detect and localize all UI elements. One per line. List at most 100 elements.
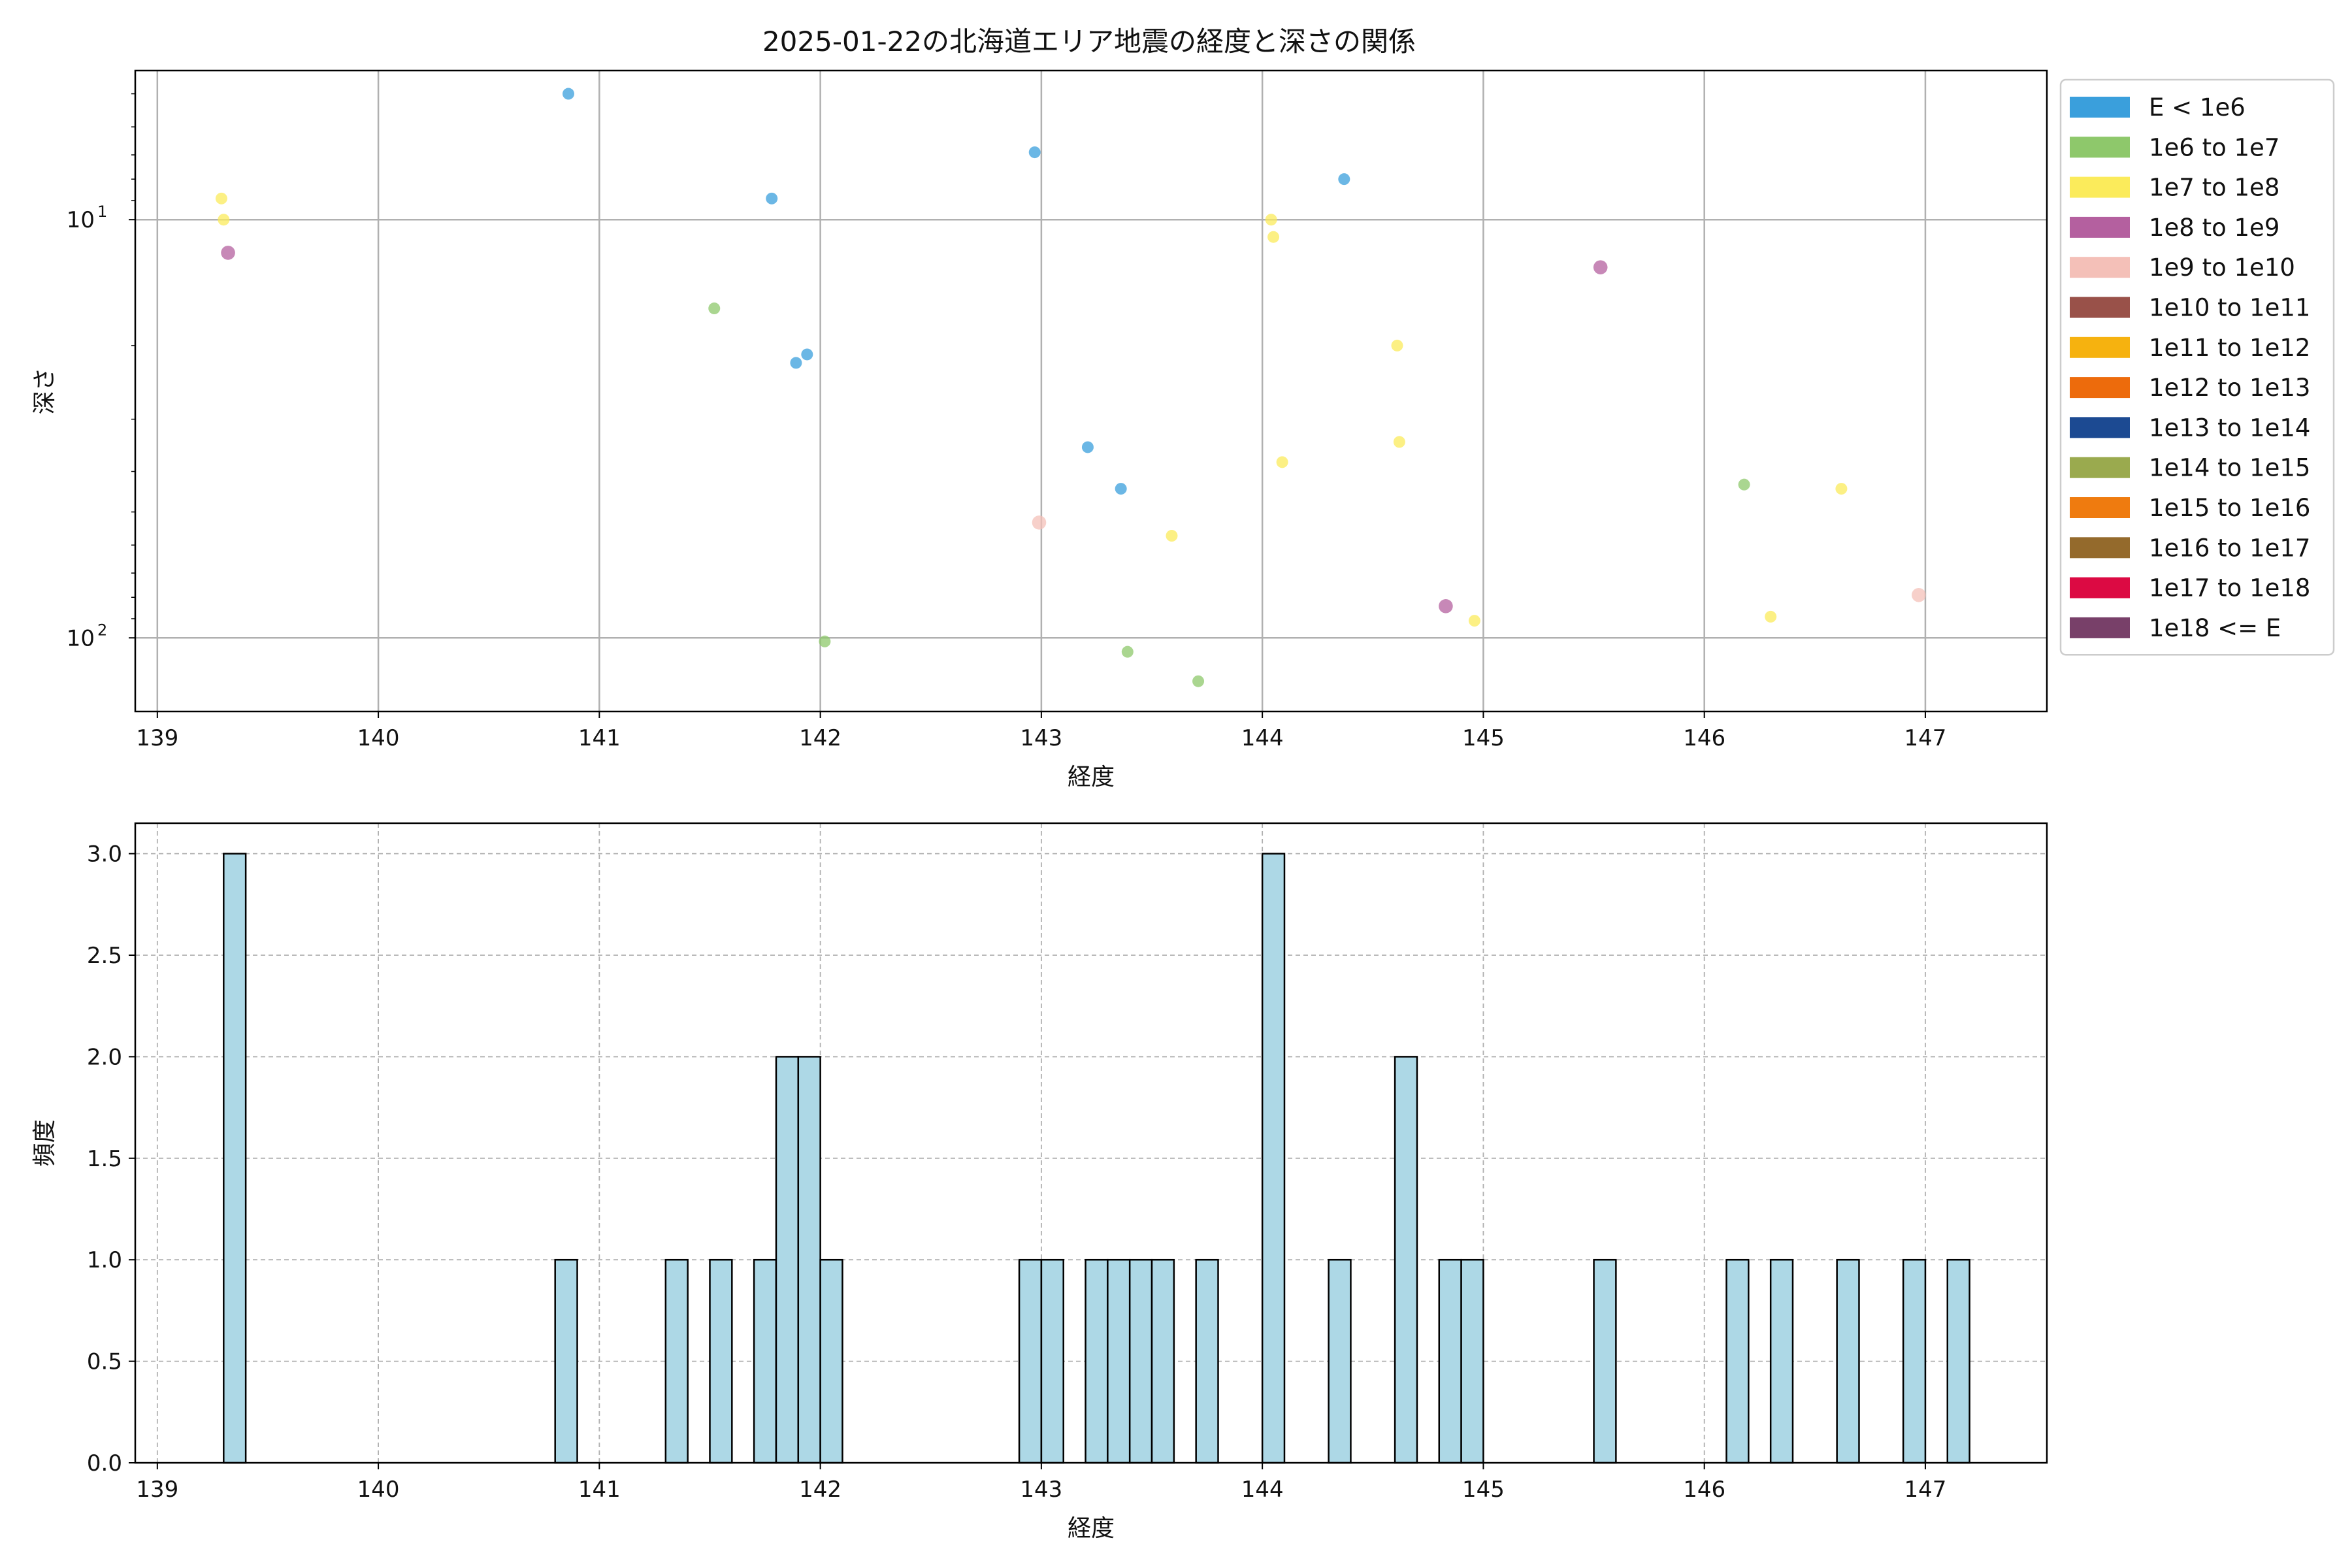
scatter-y-axis-label: 深さ bbox=[31, 367, 58, 414]
histogram-y-tick-label: 1.0 bbox=[87, 1247, 122, 1273]
histogram-bar bbox=[1394, 1056, 1418, 1464]
histogram-ticks: 139 140 141 142 143 144 145 146 147 0.0 0.5 1.0 1.5 2… bbox=[87, 841, 1946, 1503]
histogram-bar bbox=[753, 1258, 777, 1464]
histogram-x-tick-label: 141 bbox=[578, 1477, 621, 1503]
histogram-y-tick-label: 0.5 bbox=[87, 1349, 122, 1375]
histogram-y-tick-label: 3.0 bbox=[87, 841, 122, 868]
legend-label: 1e14 to 1e15 bbox=[2149, 454, 2310, 482]
histogram-bar bbox=[1040, 1258, 1064, 1464]
legend-label: 1e16 to 1e17 bbox=[2149, 534, 2310, 562]
histogram-bar bbox=[554, 1258, 578, 1464]
histogram-bar bbox=[1593, 1258, 1617, 1464]
histogram-bar bbox=[1769, 1258, 1794, 1464]
scatter-point bbox=[1338, 173, 1350, 186]
legend-label: 1e10 to 1e11 bbox=[2149, 294, 2310, 322]
histogram-axes-frame bbox=[134, 822, 2048, 1464]
histogram-bar bbox=[1085, 1258, 1109, 1464]
scatter-x-tick-label: 145 bbox=[1462, 725, 1505, 751]
scatter-point bbox=[1121, 645, 1134, 658]
scatter-point bbox=[1267, 231, 1280, 243]
scatter-point bbox=[1835, 483, 1848, 495]
histogram-bar bbox=[1018, 1258, 1043, 1464]
legend-swatch bbox=[2070, 336, 2130, 358]
legend-box bbox=[2059, 78, 2335, 656]
scatter-x-tick-label: 143 bbox=[1020, 725, 1062, 751]
histogram-bar bbox=[1902, 1258, 1927, 1464]
histogram-bar bbox=[1460, 1258, 1484, 1464]
legend-swatch bbox=[2070, 577, 2130, 598]
scatter-y-tick-label: 10 bbox=[67, 207, 95, 233]
histogram-x-tick-label: 140 bbox=[357, 1477, 400, 1503]
scatter-point bbox=[1276, 456, 1288, 468]
histogram-x-tick-label: 145 bbox=[1462, 1477, 1505, 1503]
scatter-point bbox=[801, 348, 813, 361]
scatter-point bbox=[766, 192, 778, 204]
histogram-bar bbox=[819, 1258, 843, 1464]
histogram-x-axis-label: 経度 bbox=[1068, 1515, 1115, 1542]
histogram-y-tick-label: 2.5 bbox=[87, 943, 122, 969]
legend-label: 1e7 to 1e8 bbox=[2149, 174, 2279, 202]
scatter-point bbox=[1028, 146, 1041, 159]
scatter-grid bbox=[135, 71, 2047, 711]
scatter-x-axis-label: 経度 bbox=[1068, 764, 1115, 791]
scatter-point bbox=[1468, 615, 1480, 627]
scatter-point bbox=[1912, 587, 1926, 602]
legend-swatch bbox=[2070, 377, 2130, 399]
legend-swatch bbox=[2070, 537, 2130, 559]
scatter-x-tick-label: 144 bbox=[1241, 725, 1284, 751]
histogram-bar bbox=[1725, 1258, 1750, 1464]
scatter-x-tick-label: 146 bbox=[1683, 725, 1725, 751]
legend-label: 1e13 to 1e14 bbox=[2149, 414, 2310, 442]
histogram-bar bbox=[1261, 853, 1286, 1464]
legend-label: 1e17 to 1e18 bbox=[2149, 574, 2310, 602]
scatter-point bbox=[790, 357, 802, 369]
scatter-point bbox=[1115, 483, 1127, 495]
scatter-point bbox=[708, 302, 721, 315]
scatter-point bbox=[218, 214, 230, 226]
histogram-x-tick-label: 144 bbox=[1241, 1477, 1284, 1503]
histogram-bar bbox=[1195, 1258, 1219, 1464]
legend-swatch bbox=[2070, 257, 2130, 278]
histogram-bar bbox=[1836, 1258, 1860, 1464]
chart-title: 2025-01-22の北海道エリア地震の経度と深さの関係 bbox=[762, 25, 1416, 57]
scatter-point bbox=[221, 246, 235, 260]
legend-label: 1e8 to 1e9 bbox=[2149, 214, 2279, 242]
histogram-x-tick-label: 143 bbox=[1020, 1477, 1062, 1503]
scatter-x-tick-label: 147 bbox=[1904, 725, 1947, 751]
scatter-point bbox=[1765, 610, 1777, 623]
legend-swatch bbox=[2070, 97, 2130, 118]
legend-label: 1e15 to 1e16 bbox=[2149, 494, 2310, 522]
legend-swatch bbox=[2070, 297, 2130, 318]
histogram-x-tick-label: 139 bbox=[136, 1477, 178, 1503]
legend-label: 1e6 to 1e7 bbox=[2149, 133, 2279, 161]
legend-swatch bbox=[2070, 617, 2130, 638]
histogram-bar bbox=[1946, 1258, 1970, 1464]
scatter-x-tick-label: 142 bbox=[799, 725, 841, 751]
legend-swatch bbox=[2070, 216, 2130, 238]
scatter-point bbox=[1032, 515, 1047, 530]
legend-swatch bbox=[2070, 497, 2130, 518]
legend-label: 1e18 <= E bbox=[2149, 614, 2281, 642]
histogram-bar bbox=[709, 1258, 733, 1464]
scatter-point bbox=[1265, 214, 1277, 226]
scatter-x-tick-label: 139 bbox=[136, 725, 178, 751]
histogram-bar bbox=[664, 1258, 689, 1464]
histogram-y-tick-label: 2.0 bbox=[87, 1044, 122, 1070]
histogram-y-axis-label: 頻度 bbox=[31, 1119, 58, 1166]
legend-swatch bbox=[2070, 176, 2130, 198]
scatter-point bbox=[1738, 478, 1750, 491]
scatter-x-tick-label: 140 bbox=[357, 725, 400, 751]
legend-swatch bbox=[2070, 137, 2130, 158]
legend-label: 1e12 to 1e13 bbox=[2149, 374, 2310, 402]
legend-swatch bbox=[2070, 417, 2130, 438]
legend-label: E < 1e6 bbox=[2149, 93, 2246, 122]
scatter-point bbox=[1192, 675, 1205, 687]
scatter-point bbox=[563, 88, 575, 100]
scatter-point bbox=[1593, 260, 1608, 274]
legend-label: 1e11 to 1e12 bbox=[2149, 334, 2310, 362]
histogram-bar bbox=[1107, 1258, 1131, 1464]
scatter-x-tick-label: 141 bbox=[578, 725, 621, 751]
